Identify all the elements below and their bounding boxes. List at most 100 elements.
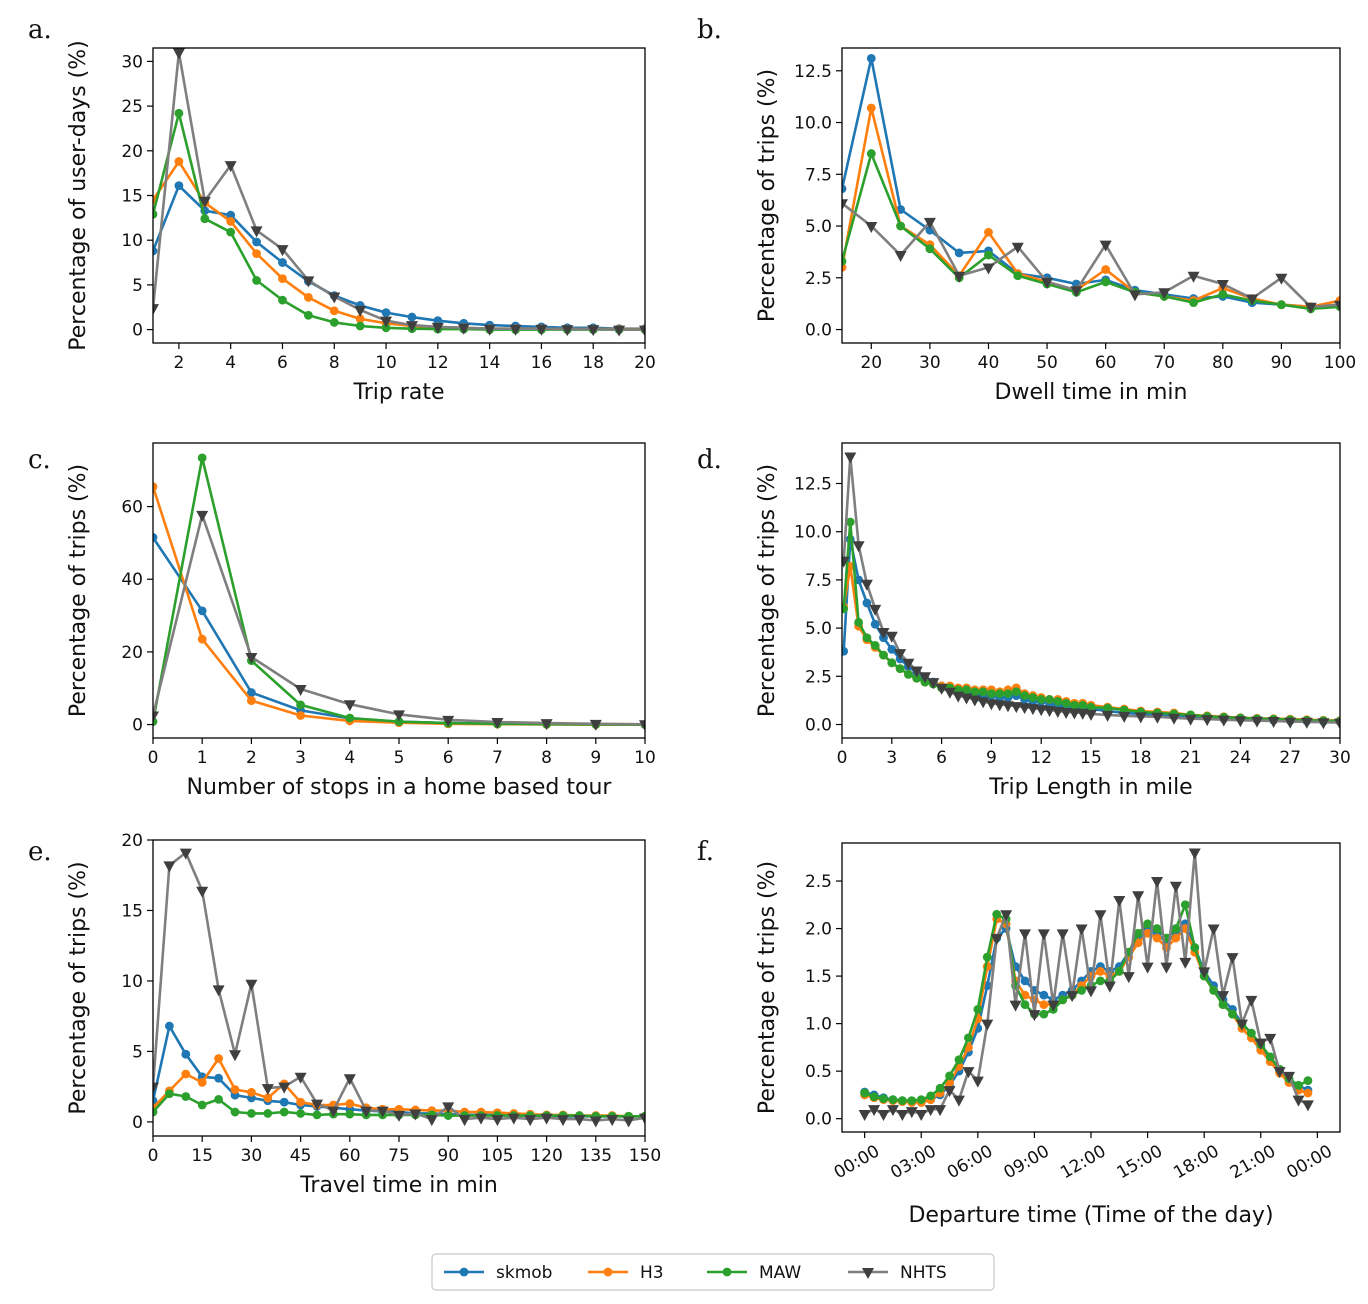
point-NHTS (442, 1102, 455, 1114)
point-MAW (1189, 298, 1198, 308)
point-H3 (296, 711, 305, 720)
point-MAW (945, 1071, 954, 1081)
point-NHTS (1103, 981, 1116, 993)
x-tick-label: 15:00 (1114, 1141, 1166, 1183)
y-tick-label: 0.0 (805, 1110, 832, 1130)
point-NHTS (1122, 972, 1135, 984)
series-line-skmob (153, 1024, 645, 1118)
y-tick-label: 0 (132, 321, 143, 341)
point-NHTS (1169, 881, 1182, 893)
point-NHTS (1217, 715, 1230, 727)
point-MAW (970, 687, 980, 697)
series-line-H3 (842, 565, 1340, 722)
point-MAW (329, 318, 339, 327)
x-tick-label: 9 (590, 748, 601, 768)
point-skmob (381, 308, 391, 318)
plot-area-c (153, 453, 645, 732)
point-NHTS (1070, 286, 1083, 298)
point-NHTS (905, 1107, 918, 1119)
point-NHTS (561, 325, 574, 337)
legend-label-H3: H3 (640, 1263, 664, 1283)
point-NHTS (245, 979, 258, 991)
legend-marker-MAW (722, 1267, 732, 1277)
point-NHTS (261, 1084, 274, 1096)
plot-area-a (153, 48, 645, 337)
x-tick-label: 06:00 (944, 1141, 996, 1183)
point-NHTS (475, 1113, 487, 1125)
point-NHTS (902, 658, 915, 670)
point-NHTS (885, 631, 898, 643)
point-MAW (1077, 985, 1086, 995)
x-tick-label: 18:00 (1170, 1141, 1222, 1183)
panel-letter-e: e. (28, 837, 52, 867)
point-NHTS (302, 276, 315, 288)
y-tick-label: 0.0 (805, 716, 832, 736)
axes-frame-c (152, 442, 646, 739)
point-MAW (1143, 919, 1152, 929)
point-NHTS (1094, 910, 1107, 922)
point-NHTS (868, 1105, 881, 1117)
point-MAW (995, 689, 1005, 699)
point-NHTS (483, 324, 496, 336)
point-NHTS (1246, 294, 1259, 306)
point-NHTS (1028, 1010, 1041, 1022)
point-H3 (329, 306, 339, 316)
point-NHTS (1292, 1095, 1305, 1107)
point-MAW (1209, 985, 1219, 995)
x-tick-label: 6 (936, 748, 947, 768)
point-NHTS (343, 1074, 356, 1086)
point-NHTS (985, 699, 998, 711)
point-NHTS (924, 1105, 937, 1117)
point-H3 (263, 1093, 273, 1103)
point-MAW (278, 295, 287, 305)
point-MAW (842, 604, 849, 614)
point-NHTS (1168, 713, 1180, 725)
point-NHTS (1000, 910, 1013, 922)
y-tick-label: 0 (132, 716, 143, 736)
x-tick-label: 0 (148, 748, 159, 768)
point-NHTS (1284, 717, 1297, 729)
point-NHTS (1264, 1033, 1277, 1045)
point-NHTS (943, 1086, 956, 1098)
point-skmob (1039, 990, 1049, 1000)
point-H3 (984, 227, 993, 237)
x-tick-label: 105 (481, 1146, 513, 1166)
x-axis-label: Trip Length in mile (988, 775, 1192, 800)
point-NHTS (393, 710, 405, 722)
point-NHTS (1141, 962, 1154, 974)
point-NHTS (852, 541, 865, 553)
point-NHTS (1235, 1019, 1248, 1031)
point-NHTS (1300, 717, 1313, 729)
point-MAW (312, 1110, 322, 1120)
y-tick-label: 10.0 (794, 523, 832, 543)
y-tick-label: 5 (132, 276, 143, 296)
axes-frame-e (152, 839, 646, 1137)
y-axis-label: Percentage of trips (%) (66, 464, 91, 717)
point-skmob (896, 205, 905, 214)
point-MAW (345, 713, 355, 723)
panel-letter-d: d. (697, 445, 722, 475)
point-MAW (896, 221, 905, 231)
point-skmob (197, 606, 207, 616)
x-tick-label: 20 (634, 353, 656, 373)
x-tick-label: 30 (1329, 748, 1351, 768)
point-MAW (174, 108, 184, 118)
y-tick-label: 15 (121, 901, 143, 921)
point-MAW (954, 1055, 964, 1065)
point-skmob (1020, 976, 1030, 986)
point-H3 (197, 634, 207, 644)
point-NHTS (613, 325, 626, 337)
x-axis-label: Travel time in min (299, 1173, 498, 1198)
y-tick-label: 1.5 (805, 967, 832, 987)
point-NHTS (981, 1019, 994, 1031)
panel-b: b. 20 30 40 50 60 70 80 90 100 0.0 2.5 5.0 7.5 10.0 12.… (697, 15, 1356, 405)
point-skmob (252, 237, 261, 247)
y-tick-label: 7.5 (805, 571, 832, 591)
point-NHTS (1113, 896, 1126, 908)
point-skmob (866, 53, 876, 63)
point-MAW (181, 1092, 191, 1101)
x-tick-label: 12 (1030, 748, 1052, 768)
series-line-skmob (842, 538, 1340, 723)
point-MAW (869, 1092, 879, 1102)
